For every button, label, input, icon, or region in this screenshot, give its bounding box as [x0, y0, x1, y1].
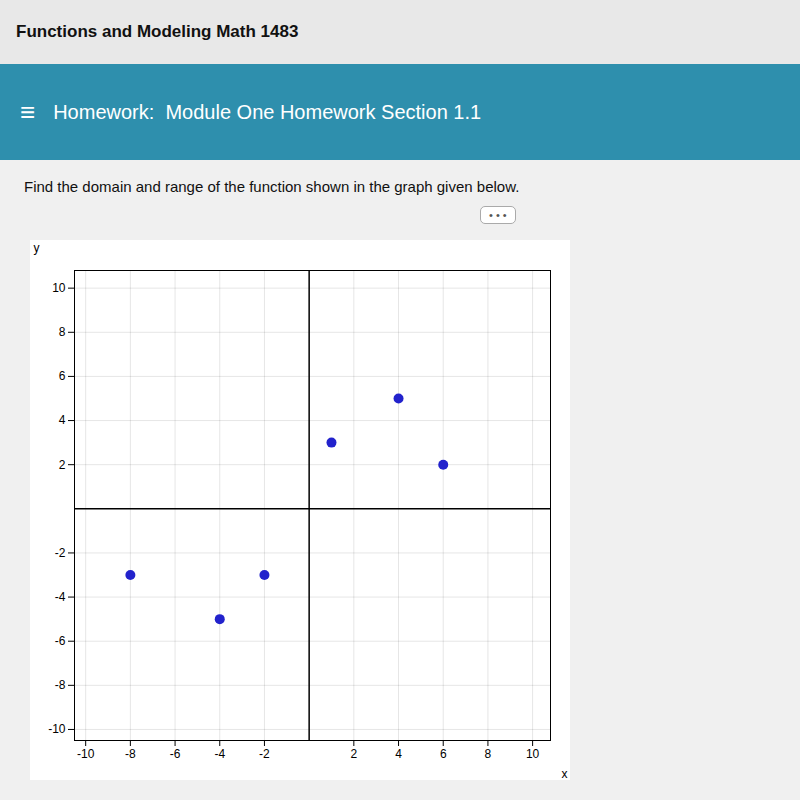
svg-text:-2: -2: [55, 546, 66, 560]
svg-text:8: 8: [59, 325, 66, 339]
svg-text:-2: -2: [259, 747, 270, 761]
html-text:Homework: Module One Homework: Homework: Module One Homework Section 1.…: [53, 100, 482, 123]
svg-text:2: 2: [59, 458, 66, 472]
svg-text:-8: -8: [125, 747, 136, 761]
svg-text:8: 8: [485, 747, 492, 761]
svg-text:-4: -4: [214, 747, 225, 761]
svg-text:-10: -10: [48, 722, 66, 736]
svg-text:10: 10: [526, 747, 540, 761]
svg-text:x: x: [562, 767, 568, 781]
svg-text:-6: -6: [55, 634, 66, 648]
svg-text:-4: -4: [55, 590, 66, 604]
html-text:Functions and Modeling Math 14: Functions and Modeling Math 1483: [16, 22, 299, 41]
svg-text:-10: -10: [77, 747, 95, 761]
svg-text:-6: -6: [170, 747, 181, 761]
svg-text:-8: -8: [55, 678, 66, 692]
svg-text:2: 2: [350, 747, 357, 761]
svg-text:4: 4: [59, 413, 66, 427]
svg-text:6: 6: [59, 369, 66, 383]
svg-text:y: y: [34, 241, 40, 255]
svg-text:6: 6: [440, 747, 447, 761]
svg-text:10: 10: [52, 281, 66, 295]
html-text:Find the domain and range of t: Find the domain and range of the functio…: [24, 178, 520, 195]
svg-text:4: 4: [395, 747, 402, 761]
